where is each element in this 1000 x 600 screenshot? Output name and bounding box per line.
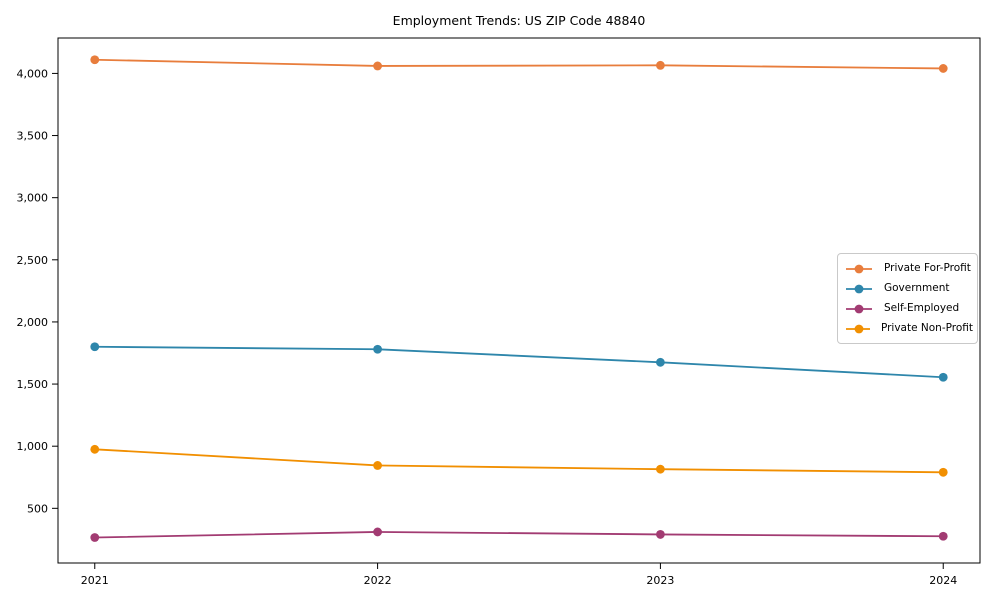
x-axis-tick-label: 2024 xyxy=(929,574,957,587)
data-point-private-non-profit-2021 xyxy=(90,444,100,454)
chart-title: Employment Trends: US ZIP Code 48840 xyxy=(393,13,646,28)
data-point-private-non-profit-2023 xyxy=(656,464,665,474)
data-point-private-for-profit-2021 xyxy=(90,55,100,65)
y-axis-tick-label: 3,500 xyxy=(17,130,49,143)
y-axis-tick-label: 2,000 xyxy=(17,316,49,329)
legend-item-private-non-profit: Private Non-Profit xyxy=(845,320,973,337)
x-axis-tick-label: 2023 xyxy=(646,574,674,587)
data-point-self-employed-2023 xyxy=(656,530,665,539)
data-point-government-2021 xyxy=(90,342,100,352)
y-axis-tick-label: 1,000 xyxy=(17,440,49,453)
plot-area: 500 1,000 1,500 2,000 2,500 3,000 3,500 4,000 20… xyxy=(17,37,981,587)
legend-label-self-employed: Self-Employed xyxy=(884,302,960,315)
data-point-government-2024 xyxy=(938,372,948,382)
data-point-private-for-profit-2022 xyxy=(373,61,382,71)
legend-marker-government-icon xyxy=(846,284,872,293)
legend-label-private-for-profit: Private For-Profit xyxy=(884,262,971,275)
y-axis-tick-label: 2,500 xyxy=(17,254,49,267)
legend-item-self-employed: Self-Employed xyxy=(845,300,973,317)
data-point-private-non-profit-2024 xyxy=(938,467,948,477)
legend-item-private-for-profit: Private For-Profit xyxy=(845,260,973,277)
y-axis-tick-label: 500 xyxy=(27,502,48,515)
series-line-government xyxy=(94,345,944,379)
data-point-government-2022 xyxy=(373,344,382,354)
legend-marker-private-non-profit-icon xyxy=(846,324,870,333)
data-point-government-2023 xyxy=(656,357,665,367)
y-axis-tick-label: 4,000 xyxy=(17,67,49,80)
y-axis-tick-label: 1,500 xyxy=(17,378,49,391)
legend-item-government: Government xyxy=(845,280,973,297)
plot-border xyxy=(57,37,981,564)
legend-marker-self-employed-icon xyxy=(846,304,872,313)
legend-label-private-non-profit: Private Non-Profit xyxy=(880,322,973,335)
x-axis-tick-label: 2021 xyxy=(81,574,109,587)
series-line-private-for-profit xyxy=(94,58,944,70)
data-point-private-for-profit-2023 xyxy=(656,60,665,70)
data-point-private-for-profit-2024 xyxy=(938,64,948,73)
legend-label-government: Government xyxy=(884,282,950,295)
data-point-self-employed-2024 xyxy=(938,531,948,541)
x-axis-tick-label: 2022 xyxy=(364,574,392,587)
series-line-self-employed xyxy=(94,531,944,539)
series-line-private-non-profit xyxy=(94,448,944,474)
data-point-private-non-profit-2022 xyxy=(373,461,382,470)
chart-legend: Private For-Profit Government Self-Employe… xyxy=(837,253,978,344)
legend-marker-private-for-profit-icon xyxy=(846,264,872,273)
data-point-self-employed-2022 xyxy=(373,527,382,537)
data-point-self-employed-2021 xyxy=(90,533,100,542)
y-axis-tick-label: 3,000 xyxy=(17,192,49,205)
